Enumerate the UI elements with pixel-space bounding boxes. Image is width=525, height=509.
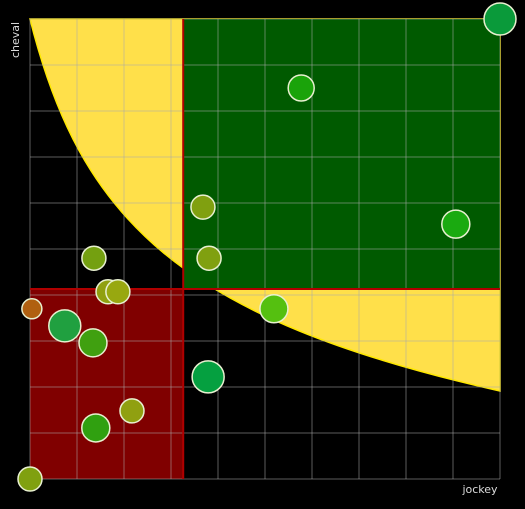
top-right-zone <box>183 19 500 290</box>
x-axis-label: jockey <box>461 483 498 496</box>
bubble <box>21 298 43 320</box>
bubble <box>78 328 108 358</box>
bubble <box>17 466 43 492</box>
bubble <box>483 2 517 36</box>
bubble <box>196 245 222 271</box>
y-axis-label: cheval <box>9 22 22 58</box>
bubble <box>81 245 107 271</box>
bubble <box>105 279 131 305</box>
bubble <box>48 309 82 343</box>
bubble <box>190 194 216 220</box>
bubble <box>259 294 289 324</box>
bubble <box>191 360 225 394</box>
bubble <box>287 74 315 102</box>
bubble <box>119 398 145 424</box>
bubble <box>441 209 471 239</box>
bubble <box>81 413 111 443</box>
